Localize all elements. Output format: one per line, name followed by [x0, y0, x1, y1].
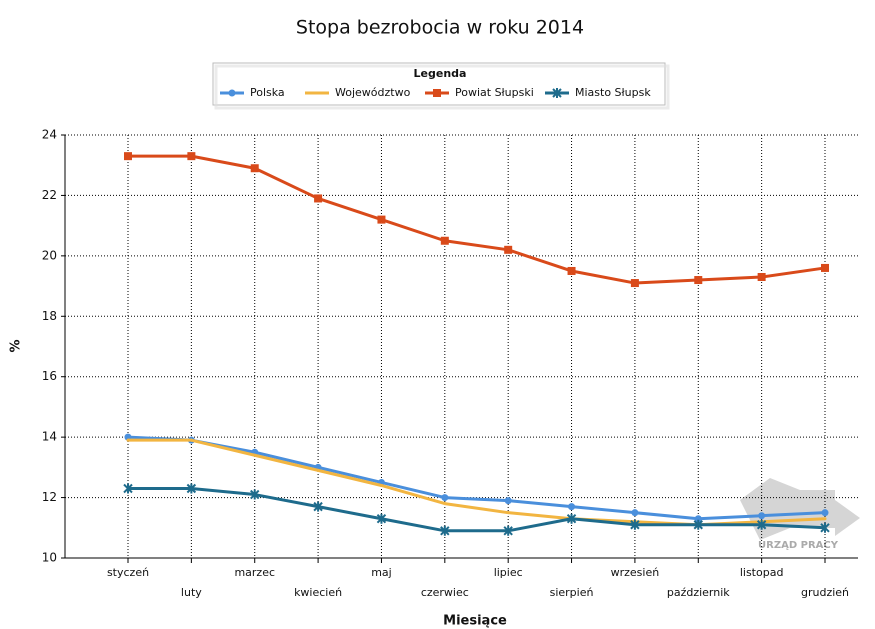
point: [316, 468, 320, 472]
point: [758, 512, 766, 520]
point: [440, 236, 449, 245]
y-tick-label: 16: [42, 369, 57, 383]
watermark-text: URZĄD PRACY: [758, 540, 839, 551]
point: [443, 502, 447, 506]
series: [126, 438, 827, 527]
x-tick-label: luty: [181, 586, 202, 599]
x-tick-label: lipiec: [494, 566, 523, 579]
point: [552, 88, 562, 98]
point: [756, 519, 767, 530]
series: [123, 483, 830, 536]
legend-label: Polska: [250, 86, 285, 99]
y-tick-label: 14: [42, 430, 57, 444]
point: [376, 513, 387, 524]
point: [630, 519, 640, 530]
x-tick-label: kwiecień: [294, 586, 342, 599]
x-tick-label: czerwiec: [421, 586, 469, 599]
x-tick-label: marzec: [234, 566, 275, 579]
point: [126, 438, 130, 442]
point: [187, 152, 196, 161]
point: [314, 194, 323, 203]
point: [566, 513, 577, 524]
line: [127, 435, 826, 521]
x-tick-label: styczeń: [107, 566, 149, 579]
point: [506, 511, 510, 515]
point: [757, 273, 766, 282]
y-tick-label: 24: [42, 128, 57, 142]
point: [821, 509, 829, 517]
point: [189, 438, 193, 442]
point: [567, 266, 576, 275]
legend-label: Województwo: [335, 86, 411, 99]
point: [568, 503, 576, 511]
x-tick-label: grudzień: [801, 586, 849, 599]
x-tick-label: wrzesień: [611, 566, 660, 579]
series: [124, 433, 829, 523]
point: [504, 497, 512, 505]
y-tick-label: 22: [42, 188, 57, 202]
legend-label: Powiat Słupski: [455, 86, 534, 99]
point: [313, 501, 323, 512]
point: [694, 515, 702, 523]
point: [315, 91, 319, 95]
y-tick-label: 18: [42, 309, 57, 323]
legend-box: [212, 62, 666, 106]
watermark-logo: [740, 478, 860, 540]
y-axis-label: %: [9, 339, 24, 352]
point: [504, 245, 513, 254]
x-tick-label: listopad: [740, 566, 784, 579]
point: [694, 276, 703, 285]
chart-title: Stopa bezrobocia w roku 2014: [296, 17, 584, 39]
point: [379, 483, 383, 487]
legend-title: Legenda: [414, 67, 467, 80]
point: [250, 164, 259, 173]
point: [693, 519, 703, 530]
point: [377, 215, 386, 224]
series: [124, 152, 829, 288]
legend-label: Miasto Słupsk: [575, 86, 651, 99]
point: [441, 494, 449, 502]
point: [253, 453, 257, 457]
y-tick-label: 10: [42, 551, 57, 565]
legend-shadow: [214, 64, 670, 110]
point: [124, 152, 132, 161]
point: [186, 483, 197, 494]
point: [433, 89, 441, 97]
point: [503, 525, 513, 536]
point: [820, 522, 830, 533]
point: [630, 279, 639, 288]
x-tick-label: październik: [667, 586, 730, 599]
y-tick-label: 12: [42, 490, 57, 504]
y-tick-label: 20: [42, 248, 57, 262]
point: [250, 489, 260, 500]
point: [228, 89, 236, 97]
point: [821, 263, 829, 272]
line: [128, 438, 826, 527]
point: [440, 525, 450, 536]
point: [123, 483, 133, 494]
line: [128, 154, 826, 285]
x-tick-label: maj: [371, 566, 392, 579]
point: [823, 517, 827, 521]
x-axis-label: Miesiące: [443, 614, 507, 629]
point: [631, 509, 639, 517]
line: [128, 487, 826, 533]
x-tick-label: sierpień: [550, 586, 594, 599]
